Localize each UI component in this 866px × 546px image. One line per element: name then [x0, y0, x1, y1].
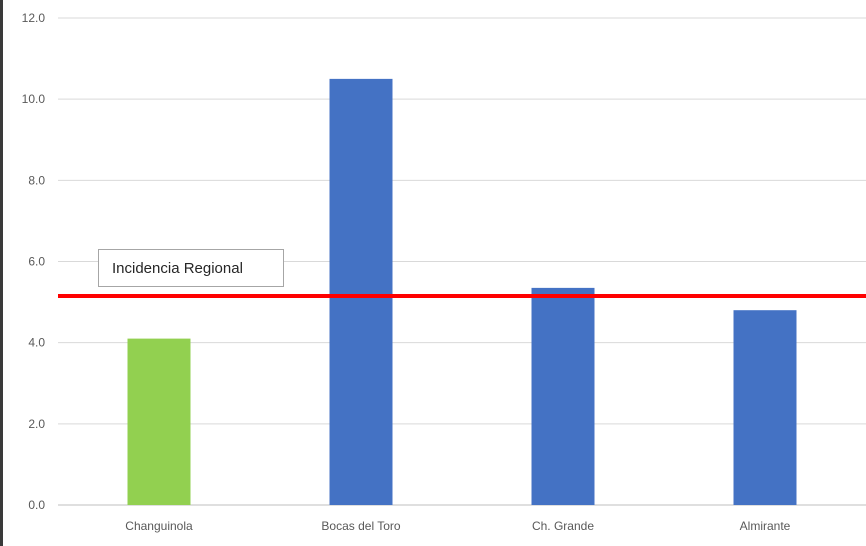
y-tick-label-3: 6.0: [28, 255, 45, 269]
y-tick-label-0: 0.0: [28, 498, 45, 512]
x-tick-label-2: Ch. Grande: [532, 519, 594, 533]
x-tick-label-3: Almirante: [740, 519, 791, 533]
y-tick-label-4: 8.0: [28, 173, 45, 187]
annotation-incidencia-regional: Incidencia Regional: [98, 249, 284, 287]
y-tick-label-1: 2.0: [28, 417, 45, 431]
y-tick-label-5: 10.0: [22, 92, 46, 106]
annotation-text: Incidencia Regional: [112, 259, 243, 277]
bar-changuinola: [127, 338, 191, 505]
y-tick-label-6: 12.0: [22, 11, 46, 25]
bar-almirante: [733, 310, 797, 505]
left-border: [0, 0, 3, 546]
bar-bocas-del-toro: [329, 78, 393, 505]
y-tick-label-2: 4.0: [28, 336, 45, 350]
x-tick-label-0: Changuinola: [125, 519, 193, 533]
bar-ch-grande: [531, 287, 595, 505]
x-tick-label-1: Bocas del Toro: [321, 519, 400, 533]
